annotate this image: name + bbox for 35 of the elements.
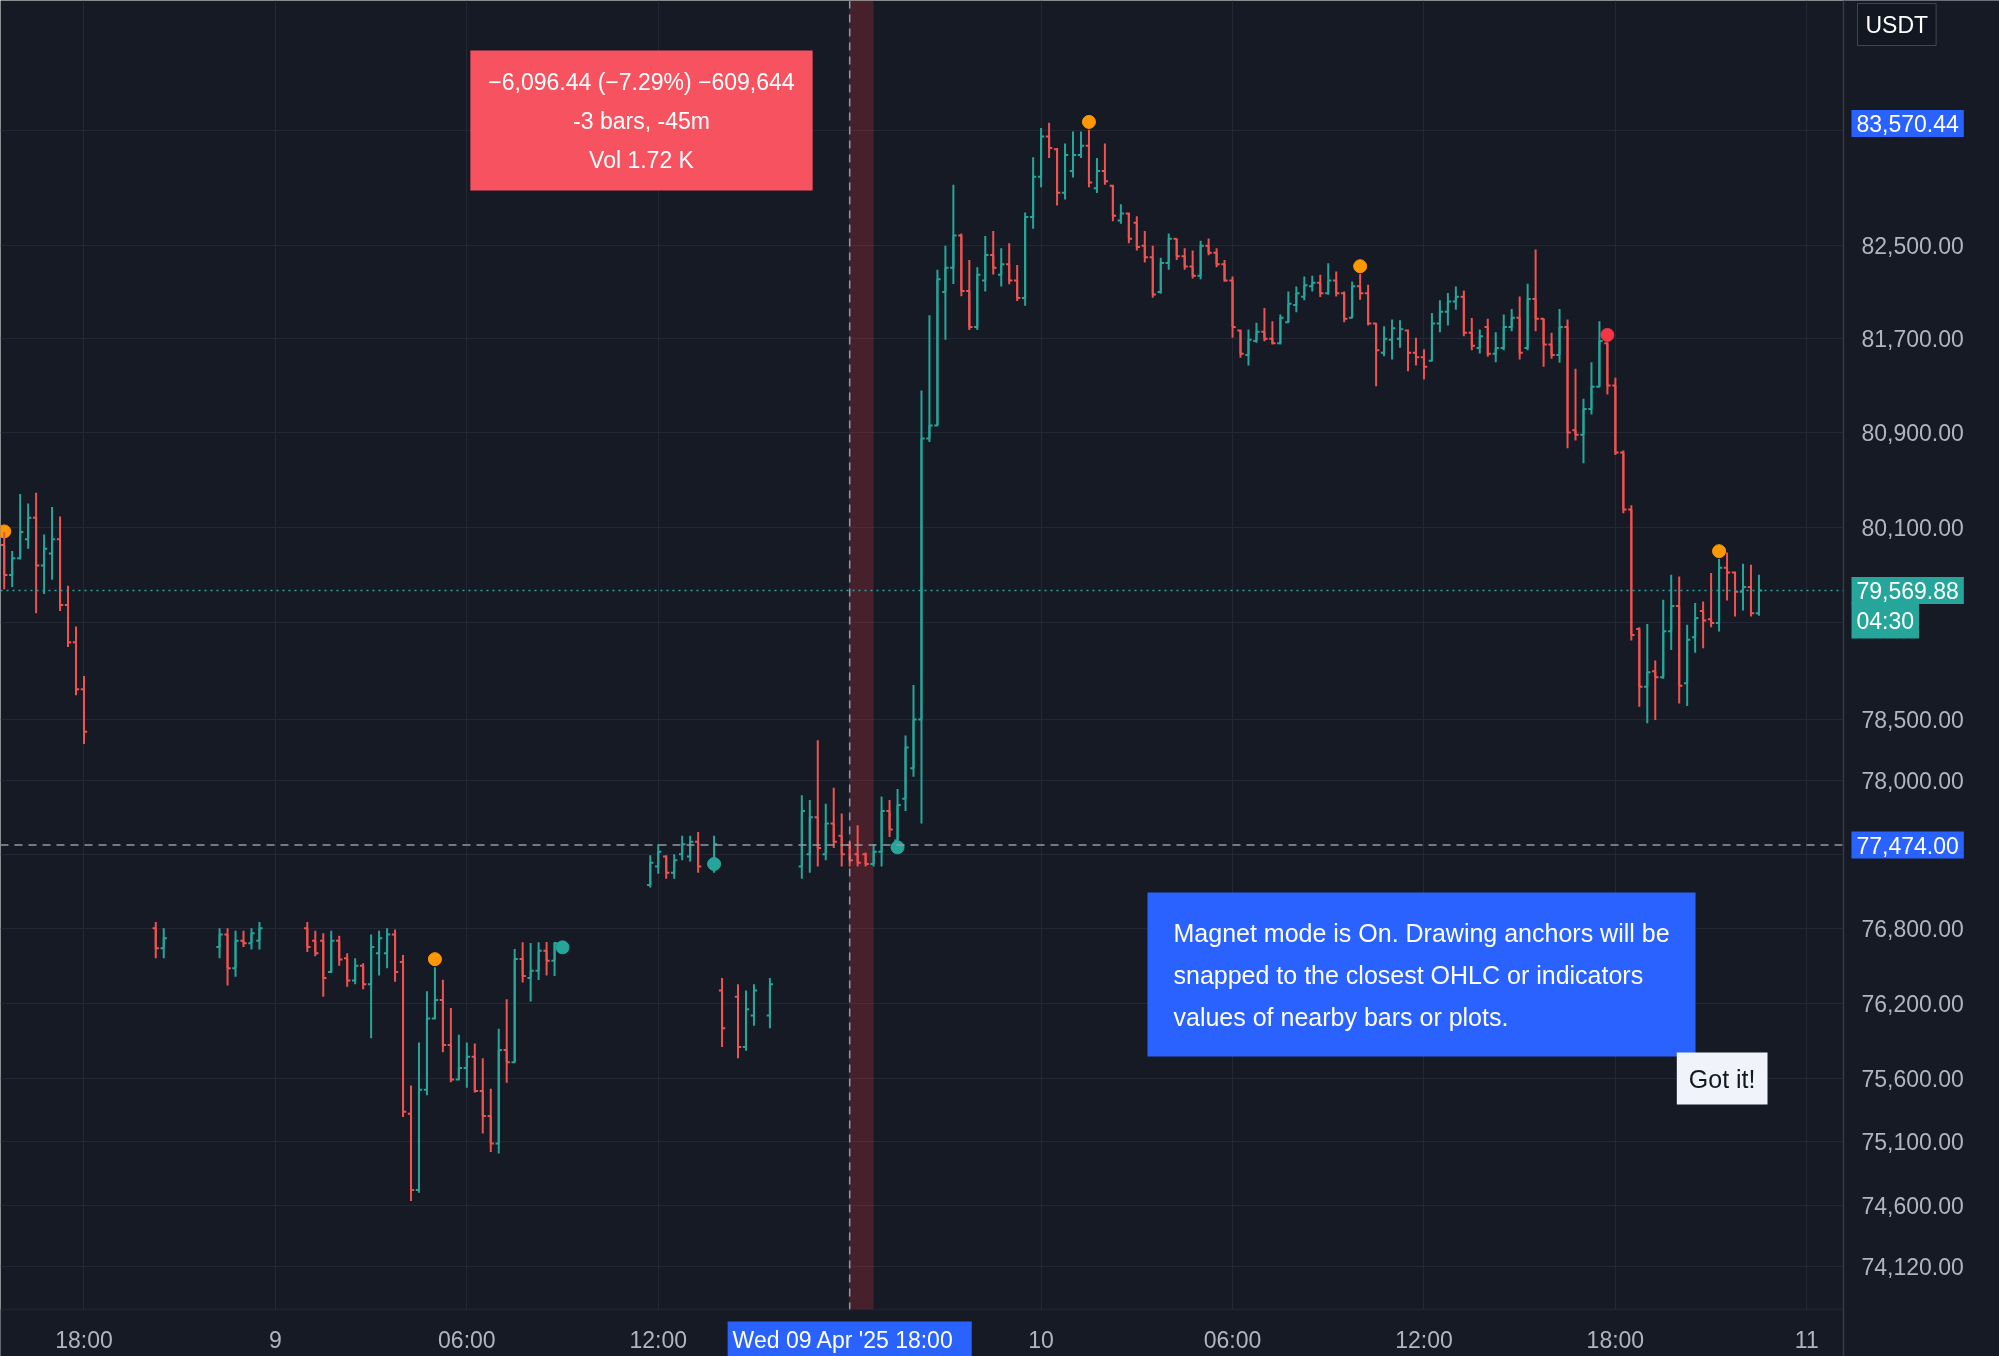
y-tick-label: 80,100.00 bbox=[1861, 514, 1964, 541]
x-tick-label: 9 bbox=[269, 1327, 282, 1353]
point bbox=[1353, 259, 1368, 274]
point bbox=[1712, 544, 1727, 559]
y-tick-label: 76,800.00 bbox=[1861, 915, 1964, 942]
y-tick-label: 82,500.00 bbox=[1861, 233, 1964, 260]
x-tick-label: 06:00 bbox=[1203, 1326, 1262, 1353]
ref-line-label: 77,474.00 bbox=[1856, 832, 1959, 859]
y-tick-label: 74,600.00 bbox=[1861, 1192, 1964, 1219]
x-tick-label: 18:00 bbox=[1586, 1326, 1645, 1353]
x-tick-label: 11 bbox=[1794, 1327, 1819, 1353]
ref-line-label: 79,569.88 04:30 bbox=[1856, 578, 1959, 634]
x-tick-label: 18:00 bbox=[55, 1326, 113, 1353]
x-tick-label: 06:00 bbox=[438, 1326, 496, 1353]
point bbox=[1081, 114, 1096, 129]
annotation: Magnet mode is On. Drawing anchors will be snapped to the closest OHLC or indicators values of nearby bars or plots. bbox=[1173, 918, 1670, 1031]
annotation: −6,096.44 (−7.29%) −609,644 -3 bars, -45m Vol 1.72 K bbox=[488, 68, 795, 173]
x-tick-label: 12:00 bbox=[629, 1326, 688, 1353]
point bbox=[555, 940, 570, 955]
y-tick-label: 78,500.00 bbox=[1861, 707, 1964, 734]
y-tick-label: 78,000.00 bbox=[1861, 768, 1964, 795]
annotation: Got it! bbox=[1688, 1064, 1756, 1093]
point bbox=[427, 952, 442, 967]
point bbox=[1600, 327, 1615, 342]
y-tick-label: 81,700.00 bbox=[1861, 326, 1964, 353]
y-tick-label: 75,100.00 bbox=[1861, 1129, 1964, 1156]
x-tick-label: 10 bbox=[1028, 1327, 1054, 1353]
x-tick-label: 12:00 bbox=[1395, 1326, 1453, 1353]
y-axis-title: USDT bbox=[1865, 11, 1929, 38]
y-tick-label: 80,900.00 bbox=[1861, 419, 1964, 446]
y-tick-label: 74,120.00 bbox=[1861, 1254, 1964, 1281]
y-tick-label: 76,200.00 bbox=[1861, 990, 1964, 1017]
y-tick-label: 75,600.00 bbox=[1861, 1065, 1964, 1092]
text: 83,570.44 bbox=[1856, 111, 1960, 137]
ref-line-label: Wed 09 Apr '25 18:00 bbox=[732, 1326, 953, 1353]
